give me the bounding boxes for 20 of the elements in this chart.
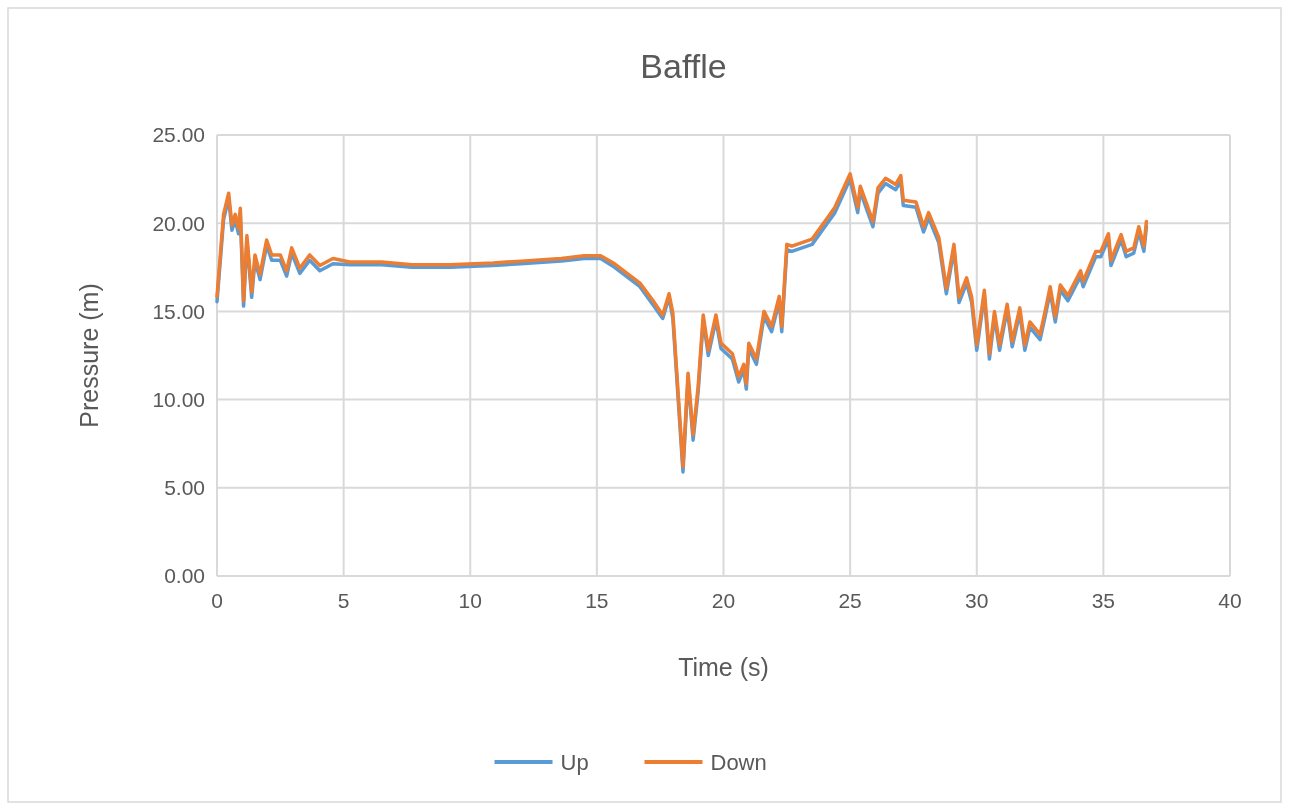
x-tick-label: 15	[585, 589, 609, 612]
x-tick-label: 30	[965, 589, 989, 612]
y-tick-label: 5.00	[164, 476, 205, 500]
x-tick-label: 0	[211, 589, 223, 612]
x-tick-label: 10	[458, 589, 482, 612]
x-tick-label: 25	[838, 589, 862, 612]
x-tick-label: 5	[337, 589, 350, 612]
x-tick-label: 40	[1218, 589, 1242, 612]
chart-title: Baffle	[640, 47, 727, 85]
x-tick-label: 20	[711, 589, 736, 612]
y-axis-title: Pressure (m)	[75, 283, 103, 428]
legend-label: Up	[560, 749, 589, 775]
x-tick-label: 35	[1091, 589, 1116, 612]
y-tick-label: 0.00	[164, 564, 205, 588]
y-tick-label: 20.00	[152, 211, 205, 235]
y-tick-label: 10.00	[152, 387, 205, 411]
y-tick-label: 15.00	[152, 299, 205, 323]
y-tick-label: 25.00	[152, 123, 205, 147]
legend-label: Down	[710, 749, 767, 775]
x-axis-title: Time (s)	[678, 653, 769, 681]
